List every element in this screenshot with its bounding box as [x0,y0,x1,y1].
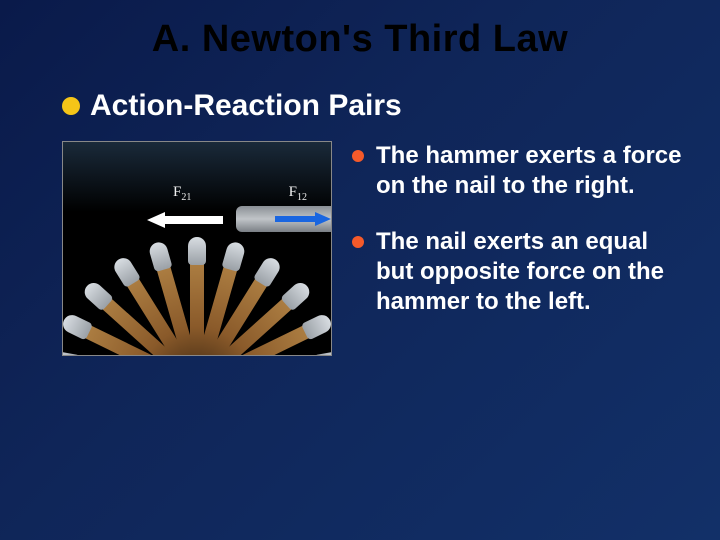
nail-tip [188,237,206,265]
bullet-dot-icon [352,150,364,162]
slide-title: A. Newton's Third Law [0,0,720,61]
nail-tip [62,350,80,356]
nail-tip [62,312,93,340]
content-area: F21 F12 The hammer exerts a force on the… [0,141,720,356]
nail-tip [221,240,246,272]
nail-tip [280,279,313,311]
list-item: The hammer exerts a force on the nail to… [352,141,690,201]
bullet-dot-icon [352,236,364,248]
nail-tip [111,255,141,288]
nail-tip [81,279,114,311]
bullet-text: The hammer exerts a force on the nail to… [376,141,690,201]
list-item: The nail exerts an equal but opposite fo… [352,227,690,317]
force-label-f12: F12 [289,184,307,203]
nail-tip [148,240,173,272]
figure-hammer-nail: F21 F12 [62,141,332,356]
bullet-main-icon [62,97,80,115]
subtitle-row: Action-Reaction Pairs [62,89,720,123]
bullet-text: The nail exerts an equal but opposite fo… [376,227,690,317]
force-label-f21: F21 [173,184,191,203]
nail-tip [253,255,283,288]
subtitle-text: Action-Reaction Pairs [90,89,402,123]
nail-tip [314,350,332,356]
bullet-list: The hammer exerts a force on the nail to… [352,141,690,356]
nail-tip [301,312,332,340]
nail-fan [62,205,332,356]
